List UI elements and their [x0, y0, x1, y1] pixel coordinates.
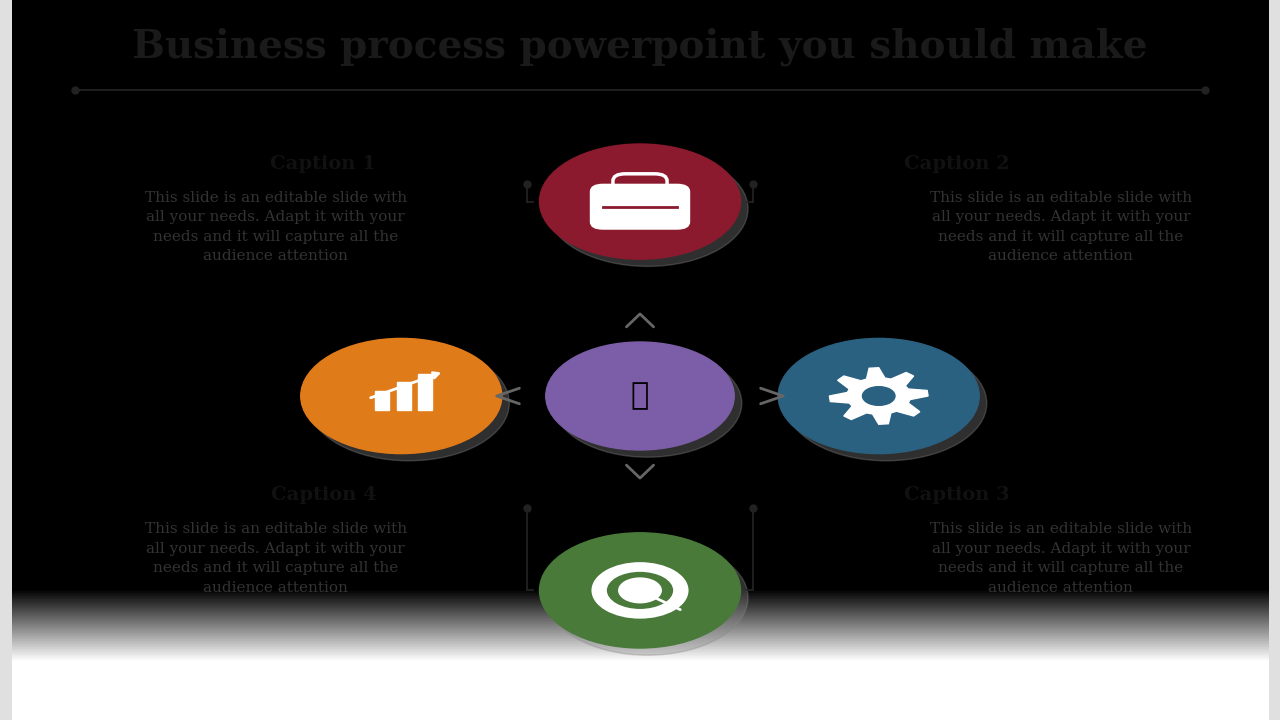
Circle shape: [539, 533, 741, 648]
Circle shape: [863, 387, 895, 405]
Text: Caption 2: Caption 2: [904, 155, 1010, 173]
Circle shape: [778, 338, 979, 454]
Circle shape: [547, 151, 748, 266]
FancyBboxPatch shape: [590, 184, 690, 229]
Text: 🤝: 🤝: [631, 382, 649, 410]
Circle shape: [620, 578, 660, 603]
Bar: [417, 374, 433, 410]
Bar: [375, 390, 389, 410]
Bar: [397, 382, 411, 410]
Text: This slide is an editable slide with
all your needs. Adapt it with your
needs an: This slide is an editable slide with all…: [145, 191, 407, 264]
Circle shape: [301, 338, 502, 454]
Text: Business process powerpoint you should make: Business process powerpoint you should m…: [132, 27, 1148, 66]
Text: This slide is an editable slide with
all your needs. Adapt it with your
needs an: This slide is an editable slide with all…: [929, 522, 1192, 595]
Circle shape: [545, 342, 735, 450]
Circle shape: [605, 571, 675, 610]
Circle shape: [631, 585, 649, 596]
Polygon shape: [829, 368, 928, 424]
Circle shape: [786, 346, 987, 461]
Text: Caption 4: Caption 4: [270, 486, 376, 504]
Text: This slide is an editable slide with
all your needs. Adapt it with your
needs an: This slide is an editable slide with all…: [929, 191, 1192, 264]
Circle shape: [308, 346, 509, 461]
Circle shape: [539, 144, 741, 259]
Circle shape: [547, 540, 748, 655]
Text: Caption 1: Caption 1: [270, 155, 376, 173]
Circle shape: [553, 349, 742, 457]
Text: This slide is an editable slide with
all your needs. Adapt it with your
needs an: This slide is an editable slide with all…: [145, 522, 407, 595]
Text: Caption 3: Caption 3: [904, 486, 1010, 504]
Circle shape: [593, 563, 687, 618]
